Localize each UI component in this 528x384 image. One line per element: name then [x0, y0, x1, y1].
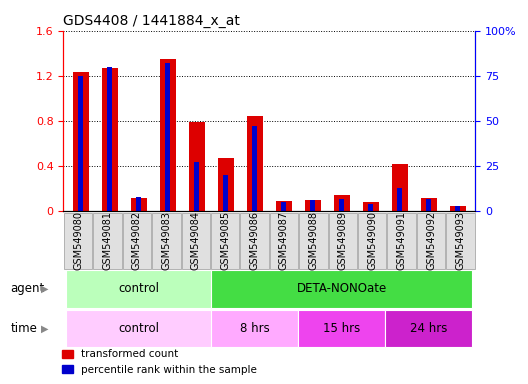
Bar — [107, 67, 112, 211]
Bar — [252, 126, 257, 211]
Bar — [334, 195, 350, 211]
Bar — [160, 59, 176, 211]
Text: GSM549086: GSM549086 — [250, 210, 260, 270]
Bar — [102, 68, 118, 211]
Bar — [339, 199, 344, 211]
Text: GSM549081: GSM549081 — [102, 210, 112, 270]
Bar — [368, 204, 373, 211]
Bar — [310, 200, 315, 211]
Text: GSM549085: GSM549085 — [220, 210, 230, 270]
FancyBboxPatch shape — [385, 310, 473, 347]
Text: control: control — [118, 283, 159, 295]
Bar — [305, 200, 321, 211]
Bar — [223, 175, 229, 211]
Bar — [426, 199, 431, 211]
Text: GSM549082: GSM549082 — [132, 210, 142, 270]
FancyBboxPatch shape — [211, 310, 298, 347]
Text: 15 hrs: 15 hrs — [323, 322, 361, 335]
Bar — [218, 158, 234, 211]
Bar — [363, 202, 379, 211]
FancyBboxPatch shape — [66, 270, 211, 308]
Text: GSM549087: GSM549087 — [279, 210, 289, 270]
Text: GSM549091: GSM549091 — [397, 210, 407, 270]
Text: GSM549089: GSM549089 — [338, 210, 348, 270]
Text: control: control — [118, 322, 159, 335]
Bar — [276, 201, 292, 211]
Text: 8 hrs: 8 hrs — [240, 322, 270, 335]
Text: GDS4408 / 1441884_x_at: GDS4408 / 1441884_x_at — [63, 14, 240, 28]
Text: DETA-NONOate: DETA-NONOate — [297, 283, 387, 295]
Bar — [73, 73, 89, 211]
Text: agent: agent — [11, 283, 45, 295]
Bar — [131, 198, 147, 211]
Bar — [455, 206, 460, 211]
Text: GSM549088: GSM549088 — [308, 210, 318, 270]
Text: GSM549093: GSM549093 — [456, 210, 466, 270]
Bar — [421, 198, 437, 211]
Text: GSM549092: GSM549092 — [426, 210, 436, 270]
Text: GSM549090: GSM549090 — [367, 210, 377, 270]
Text: GSM549084: GSM549084 — [191, 210, 201, 270]
Bar — [397, 188, 402, 211]
Text: 24 hrs: 24 hrs — [410, 322, 448, 335]
Bar — [194, 162, 200, 211]
FancyBboxPatch shape — [298, 310, 385, 347]
Bar — [78, 76, 83, 211]
Bar — [136, 197, 142, 211]
Text: ▶: ▶ — [41, 323, 49, 333]
Text: GSM549080: GSM549080 — [73, 210, 83, 270]
Bar — [281, 202, 286, 211]
Legend: transformed count, percentile rank within the sample: transformed count, percentile rank withi… — [58, 345, 261, 379]
Bar — [392, 164, 408, 211]
FancyBboxPatch shape — [211, 270, 473, 308]
Bar — [165, 63, 171, 211]
Text: ▶: ▶ — [41, 284, 49, 294]
FancyBboxPatch shape — [66, 310, 211, 347]
Text: GSM549083: GSM549083 — [162, 210, 171, 270]
Bar — [189, 122, 205, 211]
Bar — [450, 205, 466, 211]
Bar — [247, 116, 263, 211]
Text: time: time — [11, 322, 37, 335]
